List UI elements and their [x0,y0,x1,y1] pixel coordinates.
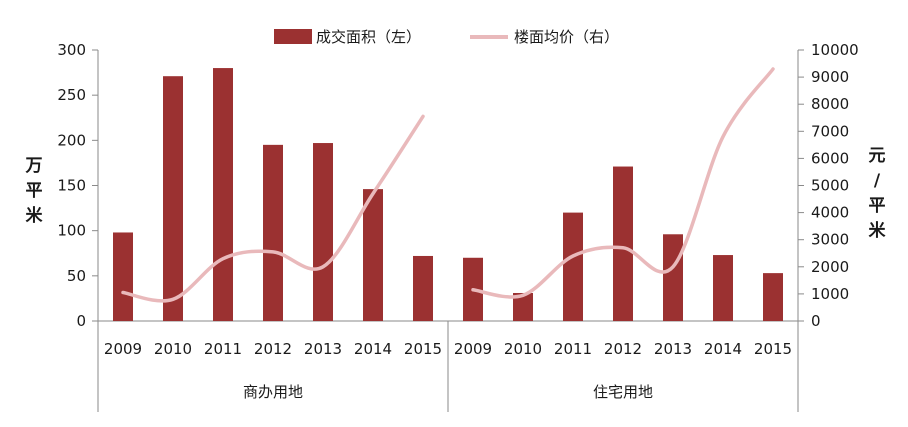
x-tick-label: 2011 [204,340,242,358]
right-y-tick-label: 1000 [811,285,849,303]
bar [263,144,283,321]
right-y-tick-label: 3000 [811,231,849,249]
legend-bar-label: 成交面积（左） [316,28,421,46]
right-axis-label-char: 平 [869,196,886,216]
x-tick-label: 2012 [604,340,642,358]
left-y-tick-label: 100 [57,222,86,240]
left-y-tick-label: 0 [76,312,86,330]
bar [613,166,633,321]
left-y-tick-label: 200 [57,131,86,149]
bar [713,255,733,321]
right-axis-label-char: / [874,171,881,191]
x-tick-label: 2009 [454,340,492,358]
right-y-tick-label: 5000 [811,177,849,195]
price-line [121,114,425,303]
group-label: 住宅用地 [593,383,653,401]
right-y-tick-label: 7000 [811,122,849,140]
right-y-tick-label: 10000 [811,41,859,59]
group-label: 商办用地 [243,383,303,401]
legend: 成交面积（左） 楼面均价（右） [274,28,619,46]
bar [413,255,433,321]
bar [163,76,183,322]
bar [563,212,583,321]
price-lines [121,67,775,303]
right-y-tick-label: 8000 [811,95,849,113]
right-y-tick-label: 9000 [811,68,849,86]
legend-bar-swatch [274,29,312,44]
x-tick-label: 2010 [154,340,192,358]
left-axis-label: 万平米 [25,156,44,226]
left-y-tick-label: 150 [57,177,86,195]
bar [313,143,333,321]
left-y-tick-label: 250 [57,86,86,104]
bar [663,234,683,321]
x-tick-label: 2015 [404,340,442,358]
bar [763,273,783,321]
right-y-tick-label: 0 [811,312,821,330]
x-tick-label: 2011 [554,340,592,358]
bar [213,68,233,321]
bars [113,68,783,322]
x-tick-label: 2015 [754,340,792,358]
x-tick-label: 2010 [504,340,542,358]
left-axis-label-char: 万 [25,156,43,176]
right-axis-label: 元 / 平米 [869,146,887,241]
axes: 0501001502002503000100020003000400050006… [57,41,859,412]
left-axis-label-char: 米 [26,205,44,226]
x-axis-labels: 2009 2010 2011 2012 2013 2014 2015 商办用地 2009 2010… [104,340,792,401]
x-tick-label: 2014 [704,340,742,358]
left-y-tick-label: 50 [67,267,86,285]
x-tick-label: 2012 [254,340,292,358]
right-y-tick-label: 2000 [811,258,849,276]
right-axis-label-char: 米 [869,220,887,241]
left-y-tick-label: 300 [57,41,86,59]
bar [513,292,533,321]
x-tick-label: 2014 [354,340,392,358]
legend-line-label: 楼面均价（右） [514,28,619,46]
right-y-tick-label: 6000 [811,149,849,167]
right-y-tick-label: 4000 [811,204,849,222]
bar [363,189,383,321]
left-axis-label-char: 平 [26,181,43,201]
bar [113,232,133,321]
x-tick-label: 2013 [304,340,342,358]
price-line [471,67,775,299]
x-tick-label: 2009 [104,340,142,358]
right-axis-label-char: 元 [869,146,886,166]
x-tick-label: 2013 [654,340,692,358]
